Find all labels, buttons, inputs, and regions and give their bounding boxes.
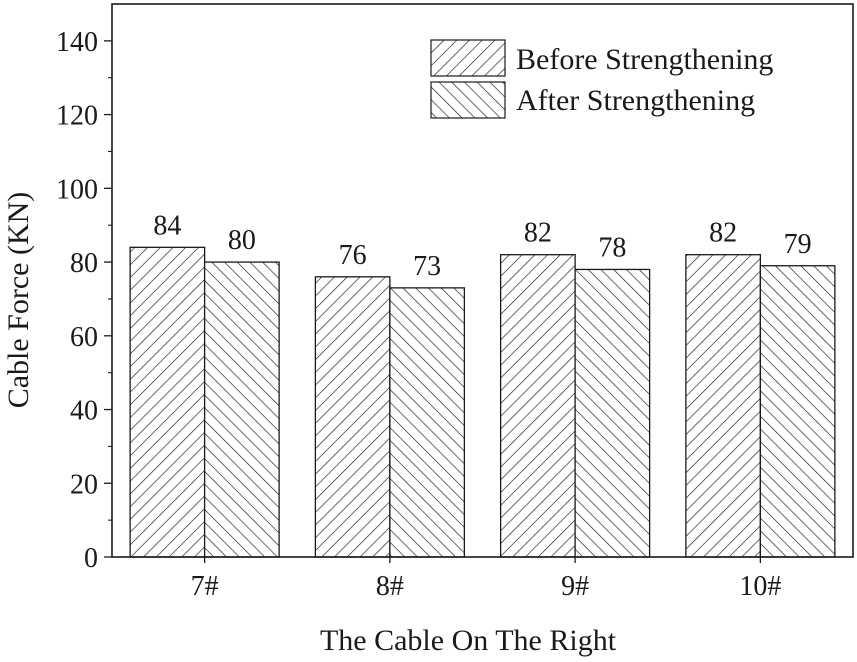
legend-label-before: Before Strengthening [516,43,773,76]
legend-swatch-before [430,39,506,77]
legend-swatch-after [430,81,506,119]
data-label-after-3: 79 [784,229,812,260]
data-label-after-2: 78 [598,232,626,263]
y-tick-label: 140 [56,27,98,58]
bar-after-3 [759,265,836,558]
x-tick-label: 7# [191,571,219,602]
legend-label-after: After Strengthening [516,84,755,117]
y-axis-title: Cable Force (KN) [2,192,35,409]
data-label-after-1: 73 [413,251,441,282]
axes-group: 7# 8# 9# 10# 0 20 40 60 80 100 120 140 [56,3,854,602]
x-tick-label: 8# [376,571,404,602]
y-tick-label: 40 [70,396,98,427]
y-tick-label: 0 [84,543,98,574]
legend: Before Strengthening After Strengthening [430,39,773,119]
x-tick-label: 9# [561,571,589,602]
x-tick-label: 10# [739,571,781,602]
bars-group [129,246,836,558]
bar-after-1 [389,287,466,558]
y-tick-label: 80 [70,248,98,279]
bar-after-2 [574,268,651,558]
data-label-before-1: 76 [339,240,367,271]
data-label-after-0: 80 [228,225,256,256]
y-tick-label: 20 [70,469,98,500]
data-label-before-2: 82 [524,218,552,249]
plot-frame [111,3,854,558]
y-tick-label: 100 [56,174,98,205]
data-label-before-0: 84 [153,210,181,241]
bar-before-3 [685,254,762,558]
bar-before-1 [314,276,391,558]
data-label-before-3: 82 [709,218,737,249]
y-tick-label: 120 [56,101,98,132]
bar-before-0 [129,246,206,558]
bar-after-0 [203,261,280,558]
y-tick-label: 60 [70,322,98,353]
x-axis-title: The Cable On The Right [320,624,617,657]
bar-before-2 [499,254,576,558]
data-labels-group: 84 80 76 73 82 78 82 79 [153,210,811,282]
